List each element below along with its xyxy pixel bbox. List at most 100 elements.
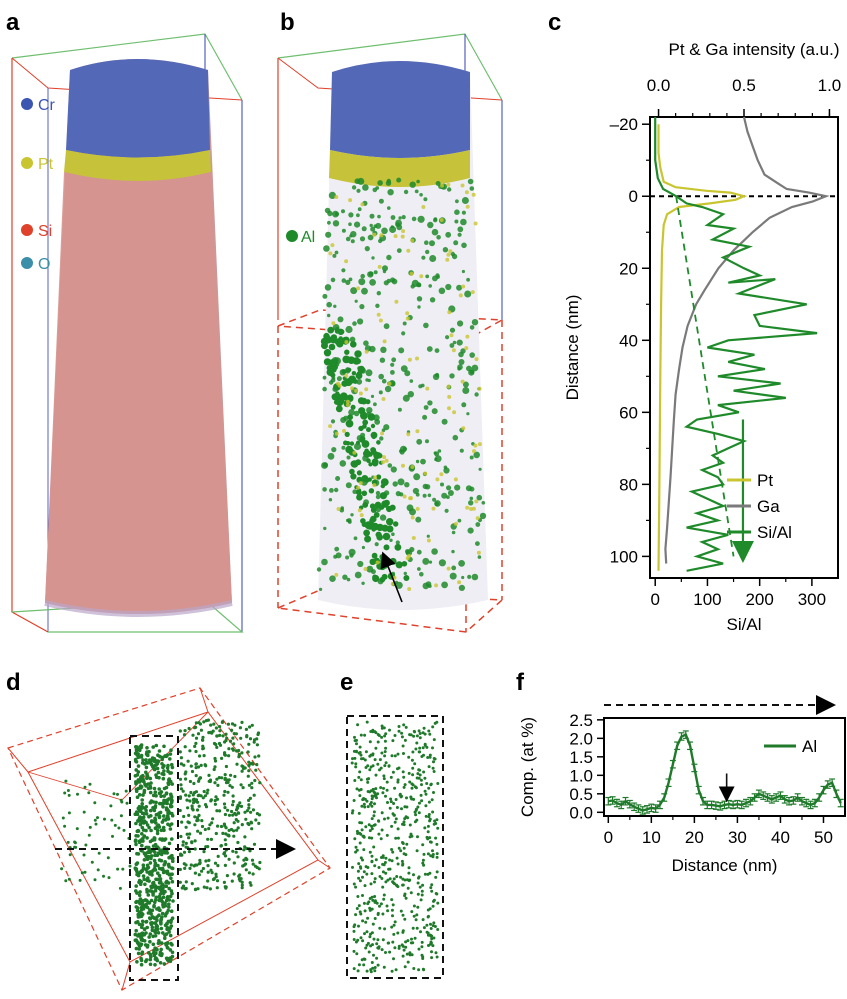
al-atom — [419, 793, 423, 797]
al-atom — [122, 828, 126, 832]
al-atom — [184, 863, 188, 867]
al-atom — [405, 952, 409, 956]
al-atom — [141, 793, 145, 797]
panel-letter-e: e — [340, 669, 353, 696]
al-atom — [425, 274, 430, 279]
al-atom — [255, 743, 259, 747]
al-atom — [207, 779, 211, 783]
al-atom — [354, 940, 358, 944]
al-atom — [202, 789, 206, 794]
al-atom — [326, 301, 333, 308]
al-atom — [148, 952, 153, 957]
al-atom — [194, 736, 199, 740]
al-atom — [153, 921, 157, 925]
al-atom — [406, 939, 410, 943]
al-atom — [417, 215, 425, 223]
pt-atom — [331, 321, 336, 326]
al-atom — [142, 851, 147, 855]
al-atom — [416, 892, 420, 896]
al-atom — [421, 843, 425, 847]
al-atom — [467, 178, 474, 185]
al-atom — [197, 873, 201, 877]
al-atom — [238, 879, 242, 883]
al-atom — [406, 960, 410, 964]
al-atom — [390, 225, 394, 229]
al-atom — [354, 299, 358, 303]
pt-atom — [477, 386, 482, 391]
pt-atom — [434, 583, 439, 588]
al-atom — [137, 793, 142, 797]
al-atom — [146, 786, 151, 791]
al-atom — [221, 734, 225, 738]
al-atom — [145, 866, 150, 870]
al-atom — [384, 871, 388, 875]
al-atom — [434, 455, 442, 463]
al-atom — [417, 305, 421, 309]
al-atom — [362, 834, 366, 838]
al-atom — [382, 786, 385, 790]
al-atom — [389, 800, 393, 804]
al-atom — [383, 750, 387, 754]
al-atom — [362, 419, 369, 426]
al-atom — [350, 513, 354, 517]
al-atom — [381, 885, 385, 889]
al-atom — [423, 322, 429, 329]
al-atom — [371, 922, 375, 926]
al-atom — [353, 735, 356, 739]
al-atom — [433, 925, 437, 928]
al-atom — [258, 860, 262, 865]
al-atom — [399, 849, 403, 853]
al-atom — [133, 774, 138, 778]
al-atom — [359, 236, 366, 242]
al-atom — [349, 441, 355, 446]
al-atom — [154, 951, 158, 956]
pt-atom — [415, 429, 420, 434]
al-atom — [413, 785, 417, 789]
al-atom — [380, 948, 384, 952]
top-tick-label: 1.0 — [818, 76, 842, 95]
al-atom — [368, 488, 375, 494]
al-atom — [396, 778, 400, 782]
al-atom — [232, 821, 236, 825]
al-atom — [356, 494, 363, 501]
al-atom — [391, 278, 398, 285]
al-atom — [223, 752, 227, 757]
al-atom — [191, 798, 195, 802]
al-atom — [168, 926, 173, 930]
al-atom — [356, 969, 360, 973]
al-atom — [402, 948, 406, 952]
al-atom — [429, 255, 437, 262]
al-atom — [182, 733, 187, 737]
al-atom — [352, 489, 358, 495]
al-atom — [234, 732, 238, 736]
al-atom — [144, 920, 148, 924]
al-atom — [214, 742, 218, 747]
al-atom — [152, 904, 156, 909]
al-atom — [224, 826, 228, 830]
al-atom — [407, 871, 411, 875]
al-atom — [134, 834, 138, 838]
al-atom — [420, 940, 424, 944]
al-atom — [194, 790, 198, 794]
al-atom — [227, 857, 231, 861]
al-atom — [237, 748, 241, 753]
al-atom — [364, 246, 370, 252]
al-atom — [389, 226, 397, 233]
al-atom — [445, 231, 452, 238]
al-atom — [365, 969, 369, 973]
al-atom — [119, 814, 123, 818]
al-atom — [161, 931, 165, 935]
al-atom — [360, 958, 364, 962]
al-atom — [371, 966, 375, 970]
al-atom — [256, 732, 260, 737]
al-atom — [376, 762, 380, 766]
pt-atom — [359, 513, 364, 518]
al-atom — [150, 873, 154, 877]
al-atom — [242, 848, 246, 852]
al-atom — [345, 445, 353, 454]
al-atom — [231, 849, 235, 853]
al-atom — [167, 905, 171, 909]
al-atom — [382, 777, 386, 781]
al-atom — [392, 957, 395, 961]
al-atom — [161, 765, 165, 770]
